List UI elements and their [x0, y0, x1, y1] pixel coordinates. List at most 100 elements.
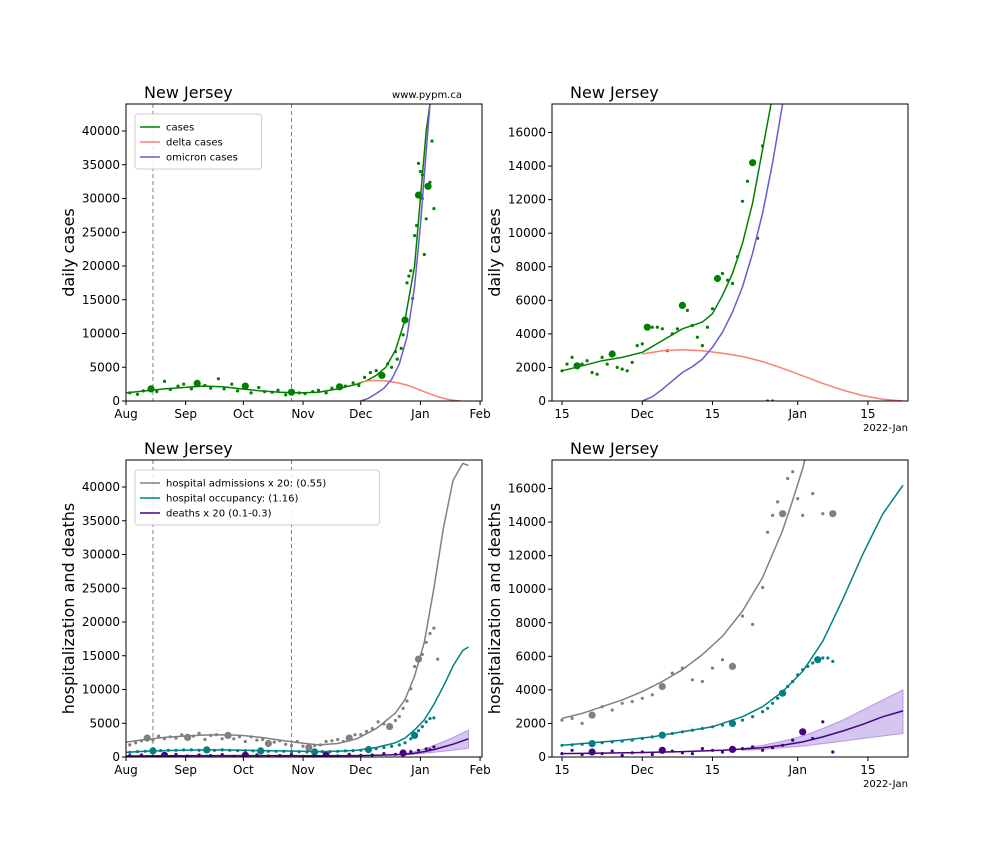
data-point-0-38 [749, 159, 757, 167]
data-point-0-31 [829, 510, 837, 518]
y-tick-label-3: 6000 [515, 649, 546, 663]
data-point-0-3 [143, 734, 151, 742]
y-axis-label: daily cases [485, 208, 504, 297]
chart-panel-hosp-full: 0 5000 10000 15000 20000 25000 30000 35000 40000… [59, 439, 491, 777]
data-point-0-19 [655, 325, 659, 329]
y-tick-label-6: 12000 [508, 193, 546, 207]
data-point-0-45 [386, 723, 394, 731]
data-point-1-21 [766, 706, 770, 710]
data-point-0-6 [620, 701, 624, 705]
x-tick-label-0: 15 [554, 763, 569, 777]
x-tick-label-1: Sep [174, 407, 197, 421]
data-point-0-15 [710, 666, 715, 670]
data-point-0-36 [740, 199, 745, 203]
y-tick-label-0: 0 [112, 394, 120, 408]
data-point-0-28 [289, 743, 294, 748]
data-point-0-20 [243, 739, 247, 744]
x-tick-label-4: Dec [349, 407, 372, 421]
data-point-0-34 [357, 383, 361, 388]
data-point-0-10 [608, 350, 616, 358]
data-point-0-42 [395, 357, 399, 361]
y-tick-label-2: 10000 [82, 327, 120, 341]
x-axis-label: 2022-Jan [863, 423, 908, 434]
legend-entry-1: delta cases [166, 138, 223, 149]
data-point-0-17 [728, 662, 737, 671]
data-point-1-22 [771, 701, 775, 705]
data-point-2-13 [690, 752, 695, 756]
y-tick-label-4: 8000 [515, 616, 546, 630]
data-point-0-46 [393, 718, 397, 723]
data-point-0-28 [700, 344, 705, 348]
data-point-2-24 [799, 728, 807, 736]
data-point-0-22 [771, 513, 775, 518]
data-point-0-23 [284, 393, 288, 397]
data-point-0-43 [399, 346, 403, 350]
legend-entry-2: omicron cases [166, 153, 238, 164]
data-point-1-43 [432, 716, 436, 720]
data-point-0-0 [560, 718, 564, 722]
x-tick-label-2: 15 [705, 407, 720, 421]
x-tick-label-0: Aug [114, 763, 137, 777]
data-point-0-36 [336, 737, 340, 742]
plot-area [560, 460, 904, 757]
data-point-0-57 [436, 657, 440, 661]
data-point-0-23 [675, 327, 680, 331]
data-point-0-18 [650, 325, 654, 329]
data-point-0-15 [635, 344, 639, 348]
data-point-0-47 [397, 714, 401, 719]
y-tick-label-6: 12000 [508, 549, 546, 563]
data-point-1-35 [397, 743, 401, 747]
data-point-0-23 [776, 500, 780, 504]
data-point-1-24 [779, 689, 787, 697]
data-point-0-24 [678, 301, 687, 309]
y-axis-label: hospitalization and deaths [59, 503, 78, 715]
series-line-0 [126, 104, 431, 394]
data-point-2-24 [399, 749, 407, 757]
chart-panel-cases-full: 0 5000 10000 15000 20000 25000 30000 35000 40000… [59, 83, 491, 421]
data-point-0-20 [761, 585, 765, 590]
data-point-0-38 [378, 371, 386, 379]
data-point-0-8 [640, 696, 644, 700]
data-point-0-34 [324, 739, 328, 744]
data-point-0-58 [424, 217, 428, 221]
y-tick-label-7: 35000 [82, 158, 120, 172]
y-tick-label-8: 40000 [82, 480, 120, 494]
data-point-1-31 [814, 656, 822, 664]
data-point-0-25 [786, 476, 790, 481]
axes-frame [125, 103, 483, 402]
data-point-0-2 [570, 355, 574, 359]
data-point-0-5 [162, 379, 167, 383]
y-tick-label-8: 40000 [82, 124, 120, 138]
x-tick-label-0: 15 [554, 407, 569, 421]
data-point-0-7 [630, 700, 634, 704]
series-line-0 [561, 104, 772, 372]
x-tick-label-3: Nov [291, 407, 314, 421]
chart-title: New Jersey [570, 83, 659, 102]
y-tick-label-1: 2000 [515, 716, 546, 730]
x-tick-label-2: Oct [233, 407, 254, 421]
data-point-0-7 [595, 372, 599, 376]
data-point-0-9 [189, 387, 193, 391]
data-point-0-19 [751, 622, 755, 627]
y-tick-label-4: 8000 [515, 260, 546, 274]
data-point-0-18 [249, 391, 253, 395]
data-point-0-13 [625, 369, 629, 373]
data-point-0-5 [585, 359, 589, 363]
y-tick-label-7: 14000 [508, 515, 546, 529]
data-point-0-14 [630, 360, 634, 364]
series-line-0 [126, 462, 469, 746]
data-point-0-14 [222, 387, 226, 391]
data-point-0-15 [230, 382, 234, 386]
data-point-0-21 [766, 530, 770, 534]
x-tick-label-5: Jan [410, 407, 430, 421]
uncertainty-band-deaths [404, 729, 469, 756]
data-point-0-17 [241, 382, 249, 390]
data-point-2-26 [416, 748, 421, 752]
data-point-1-19 [751, 715, 755, 719]
data-point-2-23 [791, 738, 795, 742]
y-tick-label-8: 16000 [508, 482, 546, 496]
data-point-0-7 [176, 384, 180, 388]
data-point-2-27 [831, 750, 835, 754]
legend-entry-1: hospital occupancy: (1.16) [166, 494, 298, 505]
y-tick-label-2: 4000 [515, 327, 546, 341]
